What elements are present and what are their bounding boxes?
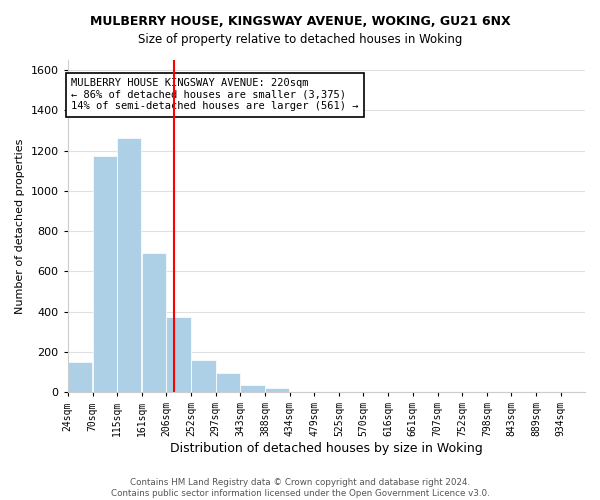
- Bar: [92, 156, 117, 392]
- Bar: [142, 254, 166, 392]
- Text: MULBERRY HOUSE KINGSWAY AVENUE: 220sqm
← 86% of detached houses are smaller (3,3: MULBERRY HOUSE KINGSWAY AVENUE: 220sqm ←…: [71, 78, 358, 112]
- Bar: [265, 388, 289, 392]
- Bar: [241, 384, 265, 392]
- Text: MULBERRY HOUSE, KINGSWAY AVENUE, WOKING, GU21 6NX: MULBERRY HOUSE, KINGSWAY AVENUE, WOKING,…: [89, 15, 511, 28]
- X-axis label: Distribution of detached houses by size in Woking: Distribution of detached houses by size …: [170, 442, 483, 455]
- Text: Contains HM Land Registry data © Crown copyright and database right 2024.
Contai: Contains HM Land Registry data © Crown c…: [110, 478, 490, 498]
- Text: Size of property relative to detached houses in Woking: Size of property relative to detached ho…: [138, 32, 462, 46]
- Bar: [68, 362, 92, 392]
- Bar: [166, 316, 191, 392]
- Y-axis label: Number of detached properties: Number of detached properties: [15, 138, 25, 314]
- Bar: [117, 138, 142, 392]
- Bar: [215, 374, 240, 392]
- Bar: [191, 360, 215, 392]
